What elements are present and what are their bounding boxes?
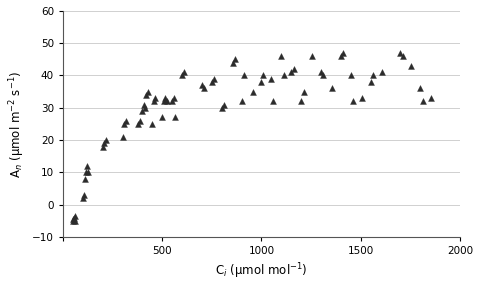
Point xyxy=(238,99,245,104)
Point xyxy=(100,141,108,145)
Point xyxy=(290,67,298,71)
Point xyxy=(280,73,288,78)
Point xyxy=(79,196,87,200)
Point xyxy=(297,99,305,104)
Point xyxy=(84,170,92,175)
Point xyxy=(163,99,170,104)
Point xyxy=(70,215,78,220)
Point xyxy=(144,89,152,94)
Point xyxy=(180,70,188,75)
Point xyxy=(136,118,144,123)
Point xyxy=(378,70,385,75)
Point xyxy=(150,99,158,104)
Point xyxy=(143,92,150,97)
Point xyxy=(72,218,79,223)
Point xyxy=(240,73,248,78)
Point xyxy=(320,73,327,78)
Point xyxy=(71,214,78,218)
Point xyxy=(258,80,265,84)
Point xyxy=(99,144,107,149)
Point xyxy=(122,118,130,123)
Point xyxy=(102,138,109,142)
Point xyxy=(349,99,357,104)
Point xyxy=(339,51,347,55)
Point xyxy=(231,57,239,62)
Point xyxy=(142,105,149,110)
Point xyxy=(178,73,186,78)
Point xyxy=(317,70,325,75)
Point xyxy=(417,86,424,91)
Point xyxy=(337,54,345,58)
Point xyxy=(369,73,377,78)
Point xyxy=(408,64,415,68)
Point xyxy=(399,54,407,58)
Point xyxy=(300,89,307,94)
Point xyxy=(158,115,166,120)
Point xyxy=(134,122,142,126)
Point xyxy=(82,170,90,175)
Point xyxy=(267,76,275,81)
Point xyxy=(200,86,208,91)
Point xyxy=(168,99,176,104)
Point xyxy=(70,217,77,221)
Point xyxy=(218,105,226,110)
Point xyxy=(260,73,267,78)
Point xyxy=(152,96,159,101)
Point xyxy=(148,122,156,126)
Point xyxy=(229,60,237,65)
Point xyxy=(81,177,89,181)
Point xyxy=(249,89,256,94)
Point xyxy=(210,76,218,81)
Point xyxy=(139,109,146,113)
Point xyxy=(208,80,216,84)
Point xyxy=(427,96,435,101)
Point xyxy=(83,164,91,168)
X-axis label: C$_i$ (μmol mol$^{-1}$): C$_i$ (μmol mol$^{-1}$) xyxy=(215,262,308,281)
Point xyxy=(170,96,178,101)
Point xyxy=(69,218,77,223)
Point xyxy=(288,70,295,75)
Point xyxy=(140,102,148,107)
Point xyxy=(277,54,285,58)
Point xyxy=(161,96,169,101)
Point xyxy=(367,80,374,84)
Point xyxy=(198,83,206,88)
Point xyxy=(358,96,366,101)
Point xyxy=(270,99,277,104)
Point xyxy=(419,99,427,104)
Point xyxy=(328,86,336,91)
Point xyxy=(160,99,168,104)
Point xyxy=(120,122,128,126)
Point xyxy=(171,115,179,120)
Point xyxy=(347,73,355,78)
Point xyxy=(220,102,228,107)
Point xyxy=(80,193,88,197)
Point xyxy=(396,51,404,55)
Y-axis label: A$_n$ (μmol m$^{-2}$ s$^{-1}$): A$_n$ (μmol m$^{-2}$ s$^{-1}$) xyxy=(7,70,26,177)
Point xyxy=(308,54,316,58)
Point xyxy=(119,134,126,139)
